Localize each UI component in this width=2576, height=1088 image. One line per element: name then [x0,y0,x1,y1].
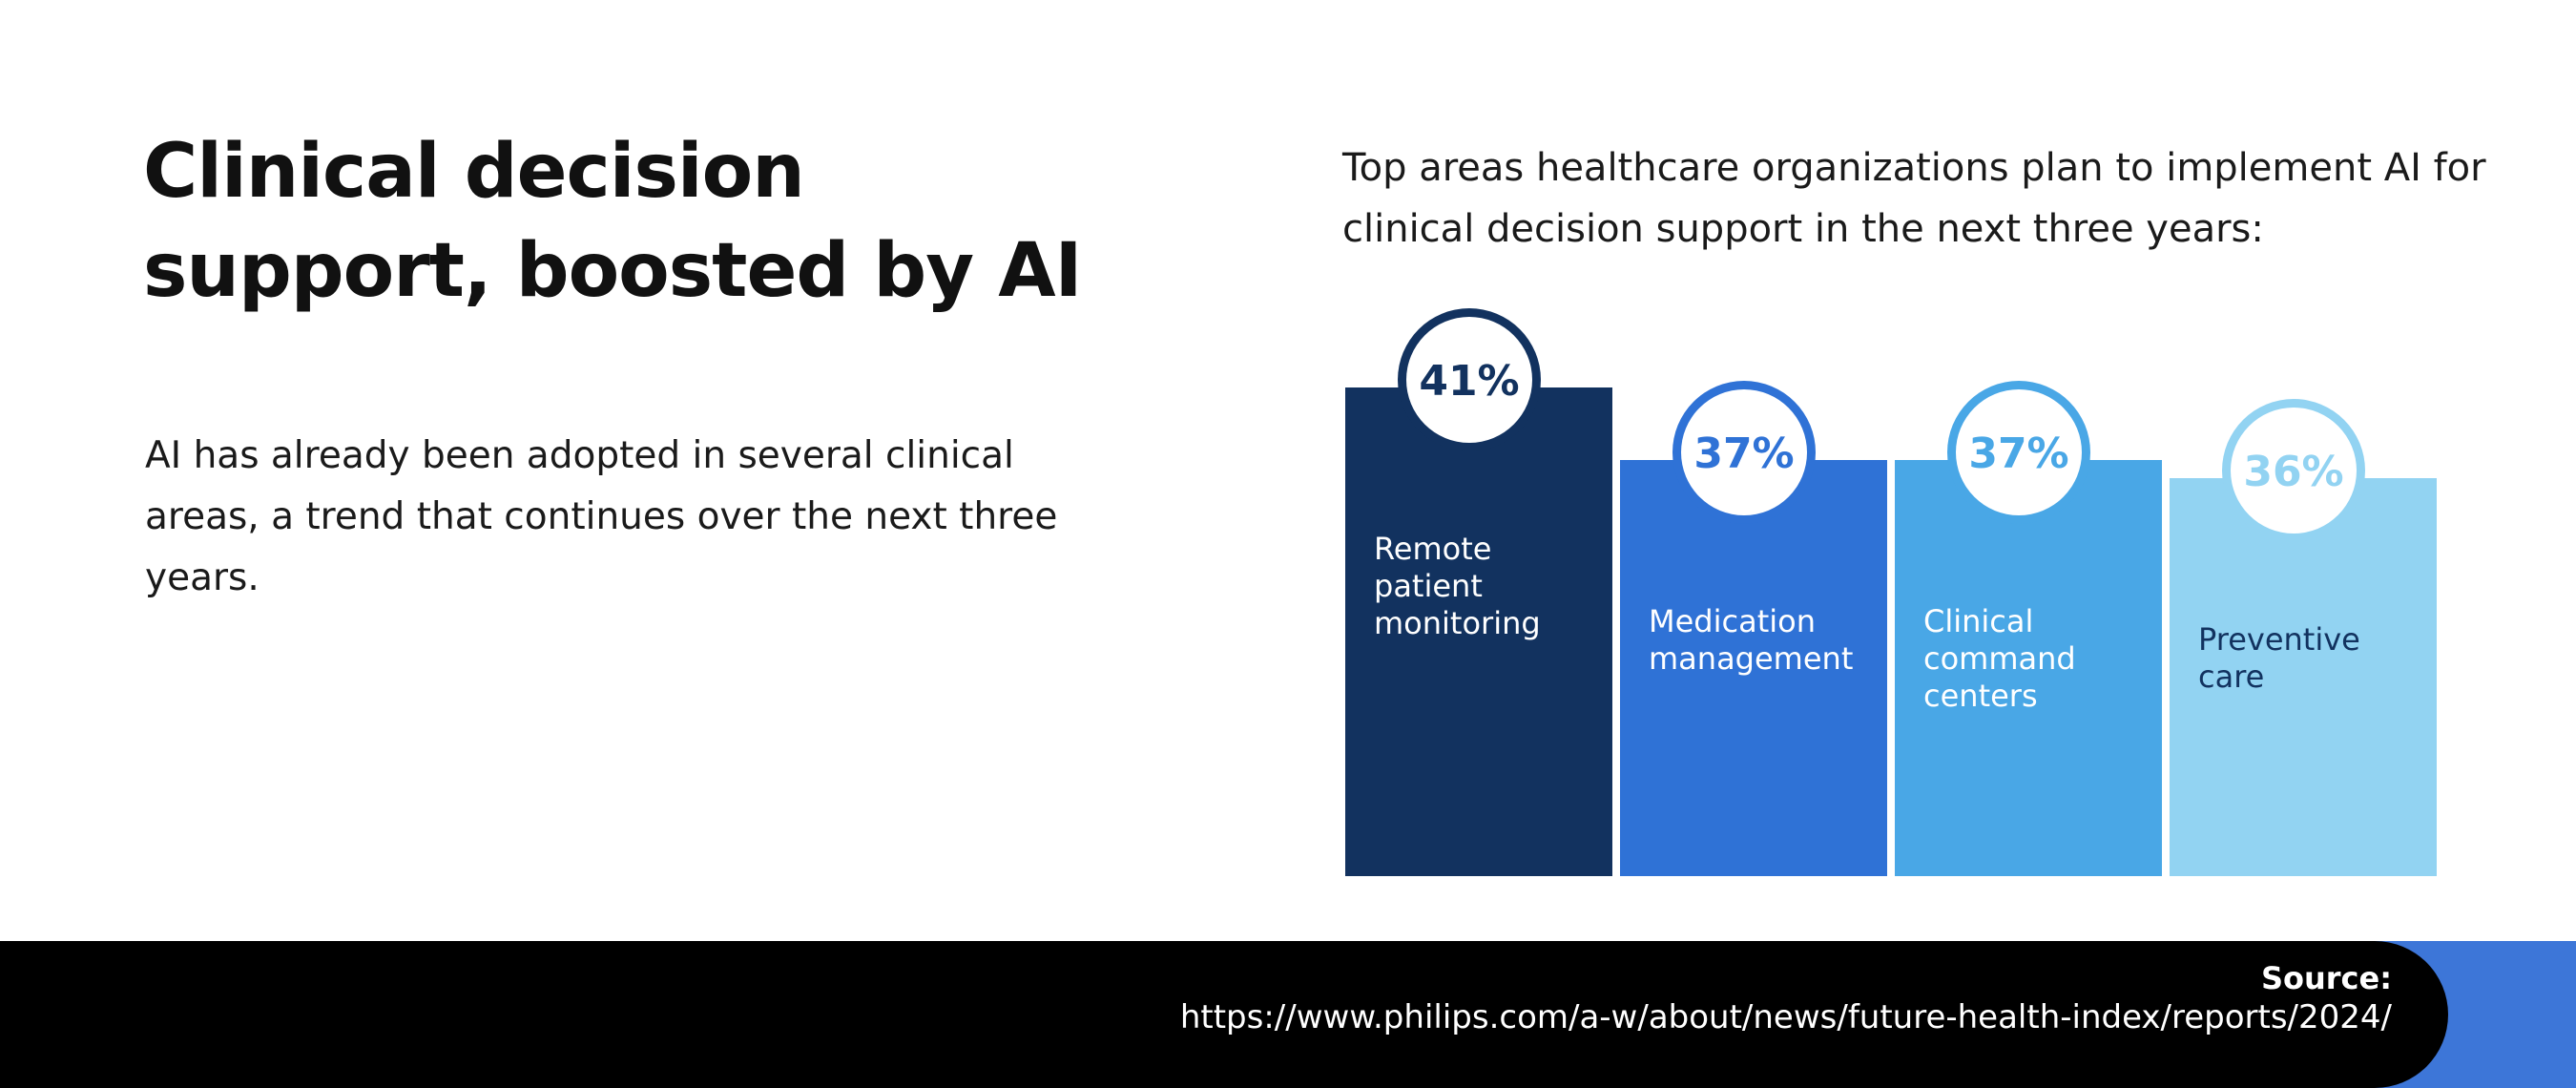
footer: Source: https://www.philips.com/a-w/abou… [0,941,2576,1088]
bar-1-value-label: 41% [1419,357,1519,406]
chart-subtitle: Top areas healthcare organizations plan … [1342,146,2486,251]
bar-3-value-label: 37% [1968,429,2068,478]
bar-3-badge-ring [1947,381,2090,524]
bar-2 [1620,460,1887,876]
category-label-line: command [1923,640,2076,677]
category-label-line: Preventive [2198,621,2360,658]
bar-1-badge [1406,317,1532,443]
bar-4-value-label: 36% [2243,448,2343,496]
category-label-line: Clinical [1923,603,2033,639]
bar-1 [1345,387,1612,876]
intro-paragraph: AI has already been adopted in several c… [145,434,1058,599]
headline: Clinical decision support, boosted by AI [143,129,1083,314]
bar-2-value-label: 37% [1693,429,1794,478]
category-label-line: centers [1923,678,2038,714]
source-url[interactable]: https://www.philips.com/a-w/about/news/f… [1179,998,2392,1036]
bar-2-badge-ring [1672,381,1816,524]
category-label-line: monitoring [1374,605,1541,641]
category-label-line: Medication [1649,603,1816,639]
footer-bar [0,941,2448,1088]
category-label-line: Remote [1374,531,1491,567]
category-label-line: care [2198,659,2264,695]
bar-3 [1895,460,2162,876]
bar-4-badge-ring [2222,399,2365,542]
bar-2-category-label: Medication management [1649,603,1853,677]
bar-2-badge [1681,389,1807,515]
bar-4 [2170,478,2437,876]
bar-4-badge [2231,408,2357,534]
bar-4-category-label: Preventive care [2198,621,2360,695]
category-label-line: management [1649,640,1853,677]
category-label-line: patient [1374,568,1483,604]
source-label: Source: [2260,960,2392,996]
bar-3-category-label: Clinical command centers [1923,603,2076,714]
bar-1-badge-ring [1398,308,1541,451]
bar-3-badge [1956,389,2082,515]
bar-1-category-label: Remote patient monitoring [1374,531,1541,641]
